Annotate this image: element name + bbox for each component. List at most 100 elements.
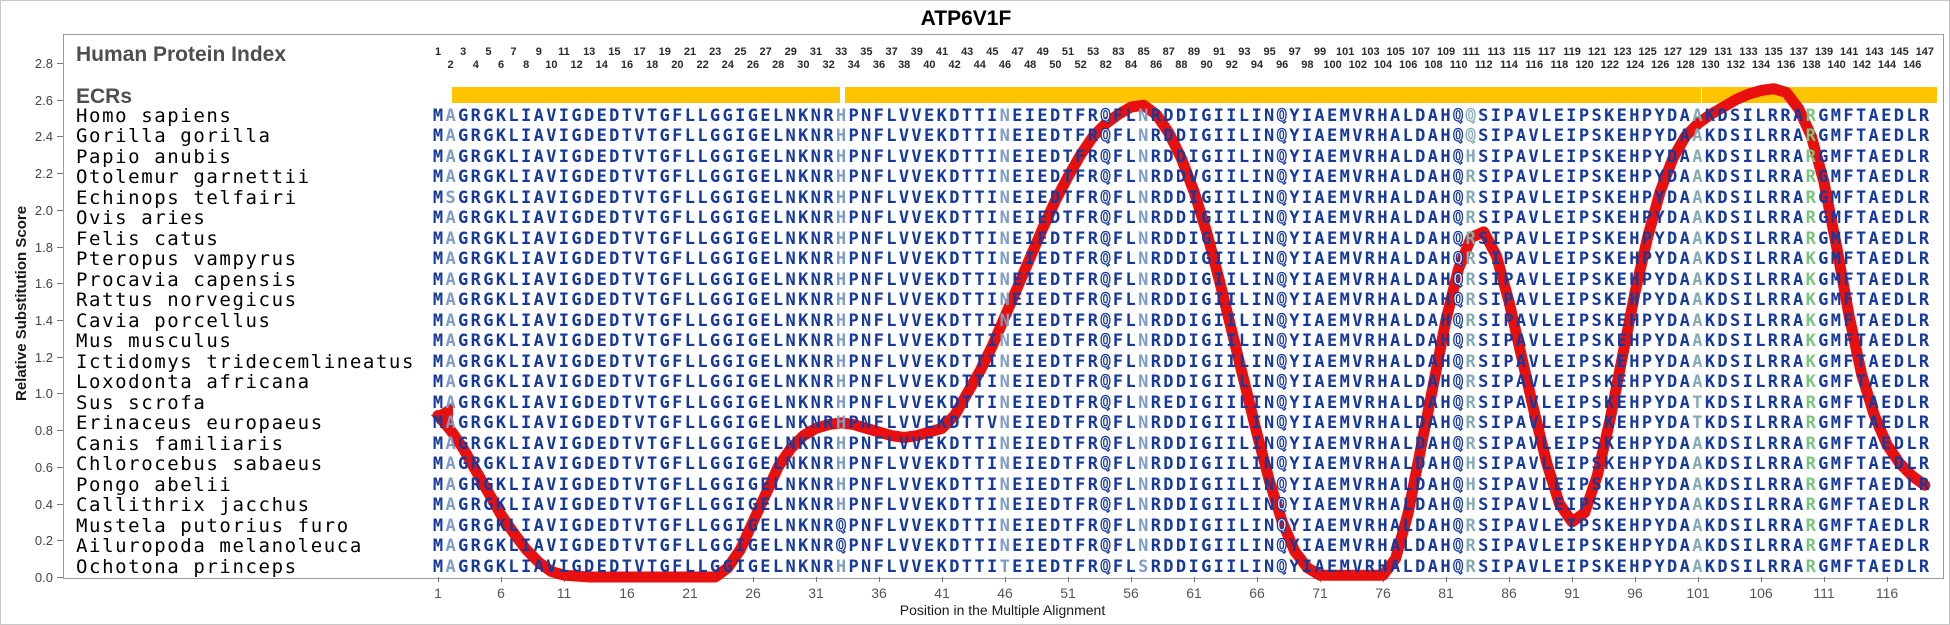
residue-cell: D [609,187,620,208]
residue-cell: G [722,351,733,372]
residue-cell: T [961,454,973,474]
residue-cell: G [1201,187,1212,208]
residue-cell: E [1327,515,1338,536]
residue-cell: D [1893,454,1904,474]
residue-cell: K [1704,495,1716,515]
residue-cell: E [1327,331,1338,351]
residue-cell: T [1855,105,1867,126]
residue-cell: E [1616,167,1627,187]
residue-cell: D [949,351,960,372]
residue-cell: E [1327,290,1338,310]
residue-cell: K [798,433,809,454]
residue-cell: L [1402,290,1413,310]
residue-cell: K [936,474,947,495]
residue-cell: E [760,105,771,126]
y-tick-mark [57,99,63,101]
protein-index-number: 96 [1276,58,1289,71]
species-name: Gorilla gorilla [76,125,272,147]
residue-cell: I [521,433,532,454]
residue-cell: V [546,167,557,187]
residue-cell: A [1692,536,1703,556]
residue-cell: D [1717,392,1728,413]
residue-cell: G [709,331,721,351]
residue-cell: L [1541,474,1552,495]
residue-cell: P [1641,454,1653,474]
residue-cell: K [936,392,947,413]
residue-cell: N [810,290,821,310]
residue-cell: Y [1289,372,1300,392]
residue-cell: R [470,372,481,392]
residue-cell: L [508,290,519,310]
protein-index-number: 38 [898,58,911,71]
residue-cell: D [1163,146,1174,167]
residue-cell: T [974,331,985,351]
residue-cell: R [1150,536,1161,556]
residue-cell: G [659,392,670,413]
residue-cell: F [873,290,884,310]
y-tick-label: 1.0 [34,386,53,402]
residue-cell: F [672,495,683,515]
residue-cell: K [936,454,947,474]
protein-index-number: 123 [1613,46,1632,58]
residue-cell: D [1163,515,1174,536]
residue-cell: P [1578,208,1590,228]
residue-cell: A [1679,208,1690,228]
residue-cell: P [1578,290,1590,310]
x-tick-mark [1194,577,1195,582]
protein-index-number: 122 [1600,58,1619,71]
residue-cell: N [1138,290,1149,310]
residue-cell: L [684,310,695,331]
residue-cell: N [1264,146,1275,167]
protein-index-number: 11 [558,46,570,58]
residue-cell: N [1138,433,1149,454]
residue-cell: E [1616,208,1627,228]
residue-cell: P [1641,269,1653,290]
residue-cell: G [458,454,469,474]
residue-cell: R [1465,167,1476,187]
residue-cell: V [911,331,922,351]
residue-cell: I [521,228,532,249]
residue-cell: A [1792,290,1804,310]
residue-cell: R [1150,126,1161,146]
protein-index-number: 4 [472,58,479,71]
residue-cell: A [533,474,544,495]
residue-cell: P [1578,351,1590,372]
residue-cell: D [1667,515,1678,536]
residue-cell: F [1075,249,1086,269]
residue-cell: R [1780,146,1791,167]
residue-cell: L [1125,515,1136,536]
residue-cell: E [1037,474,1048,495]
residue-cell: L [697,105,708,126]
residue-cell: L [684,474,695,495]
x-tick-label: 56 [1123,585,1139,601]
residue-cell: A [445,290,456,310]
residue-cell: A [1868,290,1879,310]
residue-cell: H [835,167,847,187]
residue-cell: N [785,290,796,310]
residue-cell: E [1037,413,1048,433]
residue-cell: L [1125,351,1136,372]
y-tick-label: 1.6 [34,276,53,292]
residue-cell: G [722,146,733,167]
residue-cell: P [1503,372,1514,392]
residue-cell: Y [1289,331,1300,351]
residue-cell: H [835,474,847,495]
residue-cell: F [1075,351,1086,372]
residue-cell: G [1201,351,1212,372]
residue-cell: D [1163,433,1174,454]
x-tick-label: 76 [1375,585,1391,601]
residue-cell: V [1528,392,1539,413]
residue-cell: T [646,105,658,126]
residue-cell: L [1238,249,1250,269]
residue-cell: E [596,413,607,433]
residue-cell: E [596,474,607,495]
y-tick-mark [57,173,63,175]
residue-cell: G [1201,290,1212,310]
protein-index-number: 129 [1688,46,1708,58]
residue-cell: L [1238,392,1250,413]
residue-cell: F [1112,269,1124,290]
residue-cell: D [1667,331,1678,351]
residue-cell: F [1112,392,1124,413]
residue-cell: K [936,249,947,269]
